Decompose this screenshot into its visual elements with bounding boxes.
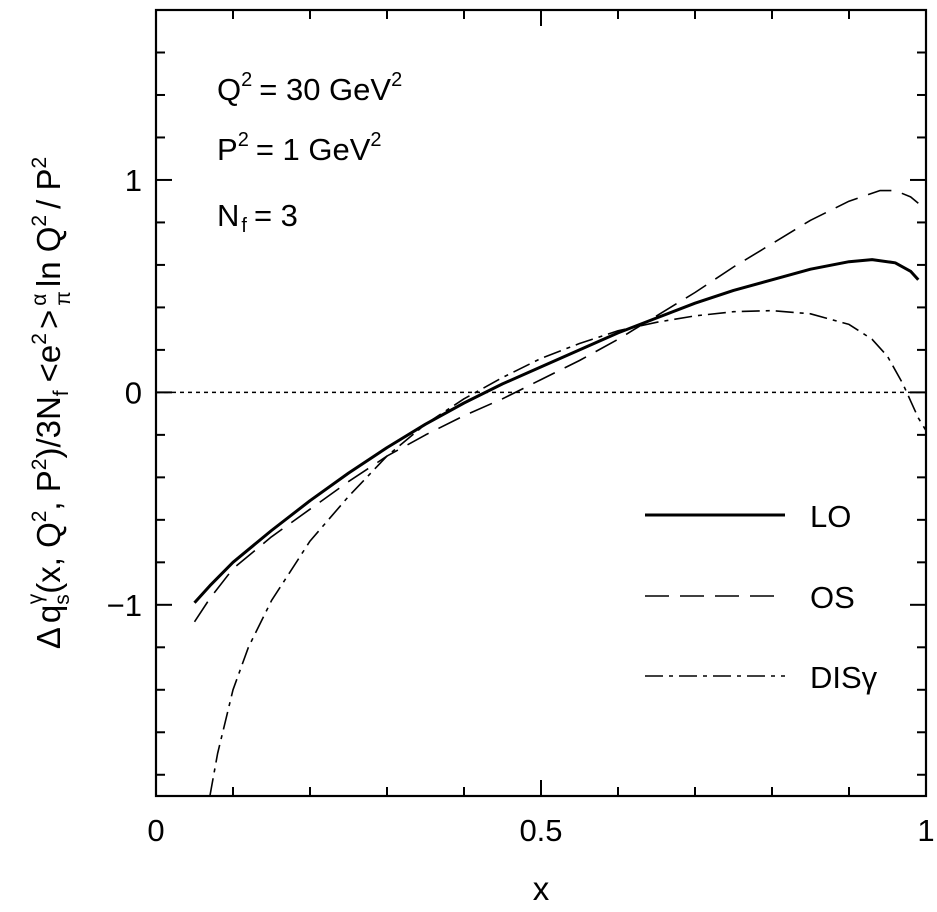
annot-q2-rest: = 30 GeV <box>259 72 391 107</box>
ylabel-sub-f: f <box>50 390 73 396</box>
series-line-dashdot <box>209 309 927 797</box>
x-tick-label: 0 <box>147 813 164 848</box>
annot-q2-sup: 2 <box>241 69 252 91</box>
annotation-q2: Q2 = 30 GeV2 <box>217 69 402 107</box>
annot-p2-base: P <box>217 132 238 167</box>
svg-text:P2= 1 GeV2: P2 = 1 GeV2 <box>217 129 382 167</box>
ylabel-args: (x, Q <box>30 522 67 594</box>
y-tick-label: 1 <box>125 163 142 198</box>
ylabel-ln-q: ln Q <box>30 227 67 288</box>
series-line-dashed <box>193 189 919 623</box>
ylabel-sup-2a: 2 <box>28 511 51 523</box>
ylabel-slash-p: / P <box>30 169 67 209</box>
annot-nf-sub: f <box>241 215 247 237</box>
annot-nf-base: N <box>217 198 239 233</box>
ylabel-sup-gamma: γ <box>24 593 47 604</box>
x-tick-label: 1 <box>917 813 934 848</box>
y-tick-label: 0 <box>125 375 142 410</box>
legend-label-dis: DISγ <box>810 660 878 695</box>
annotation-p2: P2 = 1 GeV2 <box>217 129 382 167</box>
ylabel-pi: π <box>52 291 75 306</box>
legend-label-os: OS <box>810 580 855 615</box>
annot-p2-sup: 2 <box>238 129 249 151</box>
ylabel-alpha: α <box>28 294 51 306</box>
svg-text:Nf= 3: Nf = 3 <box>217 198 298 237</box>
ylabel-close: )/3N <box>30 396 67 458</box>
x-tick-label: 0.5 <box>519 813 562 848</box>
x-axis-label: x <box>533 870 550 907</box>
ylabel-comma-p: , P <box>30 470 67 510</box>
y-tick-label: −1 <box>107 588 142 623</box>
ylabel-q: q <box>30 605 67 623</box>
legend: LO OS DISγ <box>645 499 878 695</box>
series-line-solid <box>193 258 920 604</box>
ylabel-sup-2d: 2 <box>28 215 51 227</box>
ylabel-e: <e <box>30 345 67 383</box>
ylabel-gt: > <box>30 310 67 329</box>
svg-text:Δqsγ(x, Q2, P2)/3Nf<e2>απln Q2: Δqsγ(x, Q2, P2)/3Nf<e2>απln Q2/ P2 <box>24 157 75 649</box>
annot-p2-rest: = 1 GeV <box>256 132 371 167</box>
annot-q2-sup2: 2 <box>391 69 402 91</box>
ylabel-delta: Δ <box>30 627 67 649</box>
annot-p2-sup2: 2 <box>370 129 381 151</box>
tick-marks <box>155 9 927 796</box>
ylabel-sub-s: s <box>51 594 74 605</box>
legend-label-lo: LO <box>810 499 851 534</box>
ylabel-sup-2e: 2 <box>28 157 51 169</box>
series-layer <box>193 189 927 797</box>
y-axis-label: Δqsγ(x, Q2, P2)/3Nf<e2>απln Q2/ P2 <box>24 157 75 649</box>
svg-text:Q2= 30 GeV2: Q2 = 30 GeV2 <box>217 69 402 107</box>
annot-nf-rest: = 3 <box>254 198 298 233</box>
ylabel-sup-2b: 2 <box>28 459 51 471</box>
ylabel-sup-2c: 2 <box>28 333 51 345</box>
annot-q2-base: Q <box>217 72 241 107</box>
